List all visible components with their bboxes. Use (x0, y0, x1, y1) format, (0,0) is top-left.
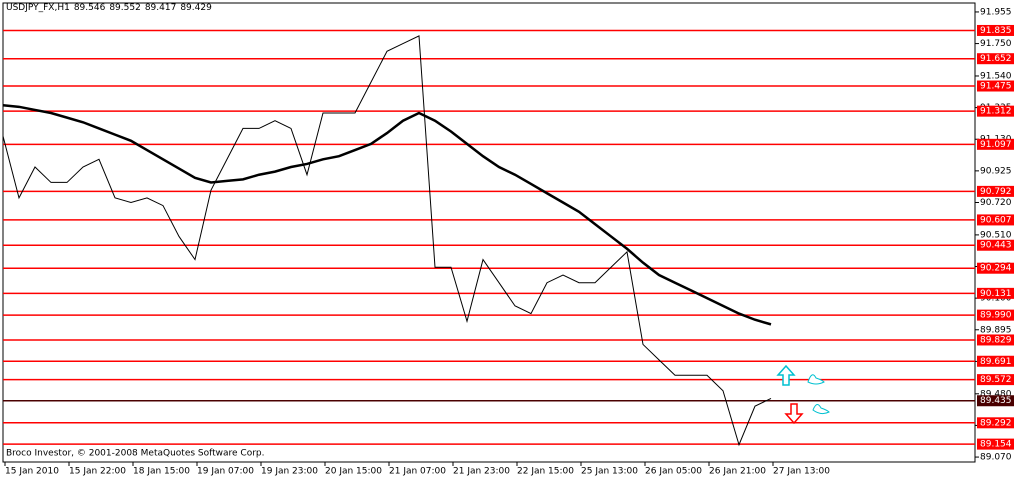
x-tick-label: 21 Jan 23:00 (453, 467, 510, 477)
price-line (2, 35, 772, 447)
x-tick-label: 22 Jan 15:00 (517, 467, 574, 477)
level-label: 89.990 (980, 311, 1012, 321)
level-label: 89.435 (980, 396, 1012, 406)
level-label: 89.691 (980, 357, 1012, 367)
y-tick-label: 89.480 (980, 389, 1012, 399)
level-tag (977, 287, 1014, 299)
ohlc-value: 89.417 (144, 3, 177, 13)
level-label: 89.829 (980, 335, 1012, 345)
level-tag (977, 309, 1014, 321)
x-tick-label: 20 Jan 15:00 (325, 467, 382, 477)
up-arrow (776, 364, 796, 386)
x-tick-label: 25 Jan 13:00 (581, 467, 638, 477)
y-tick-label: 91.955 (980, 7, 1012, 17)
x-tick-label: 27 Jan 13:00 (773, 467, 830, 477)
level-tag (977, 53, 1014, 65)
level-label: 90.792 (980, 187, 1012, 197)
hand-icon (807, 374, 825, 385)
level-tag (977, 80, 1014, 92)
x-tick-label: 15 Jan 22:00 (69, 467, 126, 477)
level-label: 90.131 (980, 289, 1012, 299)
ohlc-value: 89.552 (109, 3, 141, 13)
y-tick-label: 89.895 (980, 325, 1012, 335)
level-tag (977, 214, 1014, 226)
level-tag (977, 185, 1014, 197)
level-label: 91.097 (980, 140, 1012, 150)
level-tag (977, 395, 1014, 407)
hand-icon (812, 404, 830, 415)
y-tick-label: 90.720 (980, 198, 1012, 208)
footer: Broco Investor, © 2001-2008 MetaQuotes S… (6, 449, 265, 459)
ohlc-value: 89.546 (73, 3, 106, 13)
level-label: 90.443 (980, 241, 1012, 251)
level-label: 89.572 (980, 375, 1012, 385)
plot-frame (2, 2, 976, 463)
level-tag (977, 239, 1014, 251)
level-tag (977, 24, 1014, 36)
down-arrow (784, 403, 804, 425)
level-label: 89.292 (980, 418, 1012, 428)
ohlc-value: 89.429 (180, 3, 212, 13)
level-tag (977, 334, 1014, 346)
x-tick-label: 26 Jan 21:00 (709, 467, 766, 477)
x-tick-label: 15 Jan 2010 (5, 467, 59, 477)
level-tag (977, 138, 1014, 150)
y-tick-label: 90.510 (980, 230, 1012, 240)
level-label: 91.835 (980, 26, 1012, 36)
level-tag (977, 417, 1014, 429)
x-tick-label: 19 Jan 23:00 (261, 467, 318, 477)
y-tick-label: 90.925 (980, 166, 1012, 176)
moving-average (2, 104, 772, 326)
level-tag (977, 105, 1014, 117)
level-label: 90.294 (980, 264, 1012, 274)
level-tag (977, 262, 1014, 274)
x-tick-label: 18 Jan 15:00 (133, 467, 190, 477)
level-tag (977, 438, 1014, 450)
level-label: 91.652 (980, 54, 1012, 64)
level-label: 91.475 (980, 82, 1012, 92)
level-label: 90.607 (980, 215, 1012, 225)
y-tick-label: 91.750 (980, 39, 1012, 49)
y-tick-label: 89.070 (980, 453, 1012, 463)
y-tick-label: 91.540 (980, 71, 1012, 81)
x-tick-label: 19 Jan 07:00 (197, 467, 254, 477)
level-label: 89.154 (980, 440, 1012, 450)
x-tick-label: 21 Jan 07:00 (389, 467, 446, 477)
header: USDJPY_FX,H1 89.546 89.552 89.417 89.429 (6, 3, 216, 13)
level-label: 91.312 (980, 107, 1012, 117)
level-tag (977, 374, 1014, 386)
symbol: USDJPY_FX,H1 (6, 3, 70, 13)
x-tick-label: 26 Jan 05:00 (645, 467, 702, 477)
signal-icons (776, 364, 830, 425)
level-tag (977, 355, 1014, 367)
